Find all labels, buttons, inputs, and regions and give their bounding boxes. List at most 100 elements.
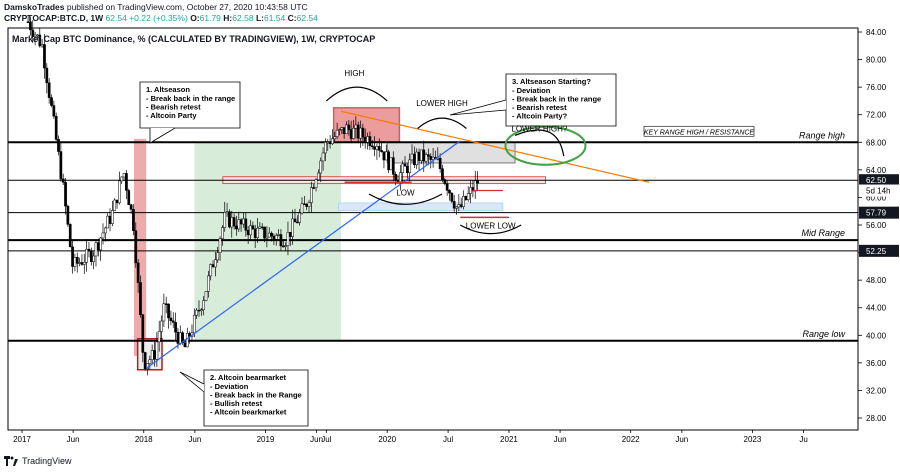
price-label: 62.50 <box>866 176 887 185</box>
high-value: 62.58 <box>232 13 254 23</box>
note-line: - Deviation <box>512 86 551 95</box>
support-trendline <box>145 140 461 369</box>
candle-body <box>120 176 124 182</box>
candle-body <box>310 187 313 203</box>
level-label: Range low <box>802 329 845 339</box>
candle-body <box>291 218 294 237</box>
x-tick-label: 2020 <box>378 435 396 444</box>
candle-body <box>331 138 334 145</box>
y-tick-label: 36.00 <box>866 359 887 368</box>
candle-body <box>61 178 65 183</box>
candle-body <box>211 264 215 268</box>
levels-layer: Range high Mid Range Range low <box>8 130 858 342</box>
note-line: - Bullish retest <box>210 399 263 408</box>
candle-body <box>148 359 152 364</box>
candle-body <box>111 210 114 224</box>
candle-body <box>448 190 451 194</box>
level-label: Mid Range <box>801 228 845 238</box>
candle-body <box>466 193 470 200</box>
x-tick-label: Jul <box>443 435 453 444</box>
price-label-bg <box>859 184 899 197</box>
candle-body <box>450 192 454 202</box>
y-tick-label: 44.00 <box>866 304 887 313</box>
candle-body <box>256 227 259 239</box>
candle-body <box>204 291 208 301</box>
candle-body <box>139 282 142 315</box>
candle-body <box>134 230 138 264</box>
candle-body <box>106 215 110 229</box>
candle-body <box>429 156 433 160</box>
tradingview-logo-icon <box>4 456 18 466</box>
candle-body <box>457 204 461 208</box>
candle-body <box>363 137 367 143</box>
candle-body <box>80 262 84 265</box>
candle-body <box>235 225 238 230</box>
level-label: Range high <box>799 130 845 140</box>
price-label-bg <box>859 174 899 187</box>
candle-body <box>328 141 332 145</box>
note-line: - Break back in the Range <box>210 391 302 400</box>
note-line: - Bearish retest <box>146 103 201 112</box>
candle-body <box>78 262 81 264</box>
y-tick-label: 28.00 <box>866 414 887 423</box>
candle-body <box>143 352 147 370</box>
author-name[interactable]: DamskoTrades <box>4 2 65 12</box>
candle-body <box>424 154 428 162</box>
note-tail <box>149 127 176 144</box>
candle-body <box>92 255 95 262</box>
candle-body <box>302 203 306 206</box>
candle-body <box>380 150 383 152</box>
candle-body <box>202 300 206 310</box>
candle-body <box>38 34 42 47</box>
candle-body <box>410 153 414 161</box>
candle-body <box>52 105 56 117</box>
x-tick-label: 2017 <box>13 435 31 444</box>
label-lower-high: LOWER HIGH <box>416 99 468 108</box>
candle-body <box>171 320 175 323</box>
candle-body <box>452 201 456 209</box>
y-tick-label: 68.00 <box>866 138 887 147</box>
candle-body <box>71 246 74 267</box>
low-label: L: <box>255 13 264 23</box>
candle-body <box>445 183 449 191</box>
y-tick-label: 76.00 <box>866 83 887 92</box>
lower-high-zone <box>386 141 516 164</box>
candle-body <box>244 218 248 231</box>
candle-body <box>216 252 220 261</box>
candle-body <box>298 212 302 223</box>
candle-body <box>415 151 419 166</box>
candle-body <box>288 232 292 237</box>
candle-body <box>279 234 283 247</box>
candle-body <box>29 21 32 31</box>
candle-body <box>197 309 201 312</box>
y-tick-label: 56.00 <box>866 221 887 230</box>
candle-body <box>300 203 304 214</box>
candle-body <box>232 217 236 227</box>
price-label: 57.79 <box>866 209 887 218</box>
candle-body <box>462 195 465 207</box>
candle-body <box>284 245 287 247</box>
footer-brand[interactable]: TradingView <box>22 456 72 466</box>
x-tick-label: Jun <box>675 435 688 444</box>
candle-body <box>422 149 426 162</box>
candle-body <box>295 221 299 224</box>
label-key-range: KEY RANGE HIGH / RESISTANCE <box>644 129 755 136</box>
candle-body <box>26 21 30 23</box>
candle-body <box>431 156 435 160</box>
note-line: - Break back in the range <box>146 94 235 103</box>
candle-body <box>356 124 360 139</box>
resistance-trendline <box>340 110 650 183</box>
candle-body <box>167 303 170 319</box>
candle-body <box>326 141 330 144</box>
candle-body <box>270 232 273 237</box>
candle-body <box>342 127 346 135</box>
low-value: 61.54 <box>263 13 286 23</box>
candle-body <box>228 211 231 228</box>
candle-body <box>441 168 444 180</box>
candle-body <box>218 238 222 253</box>
candle-body <box>64 182 67 207</box>
candle-body <box>413 153 416 166</box>
chart-title: Market Cap BTC Dominance, % (CALCULATED … <box>12 34 376 44</box>
